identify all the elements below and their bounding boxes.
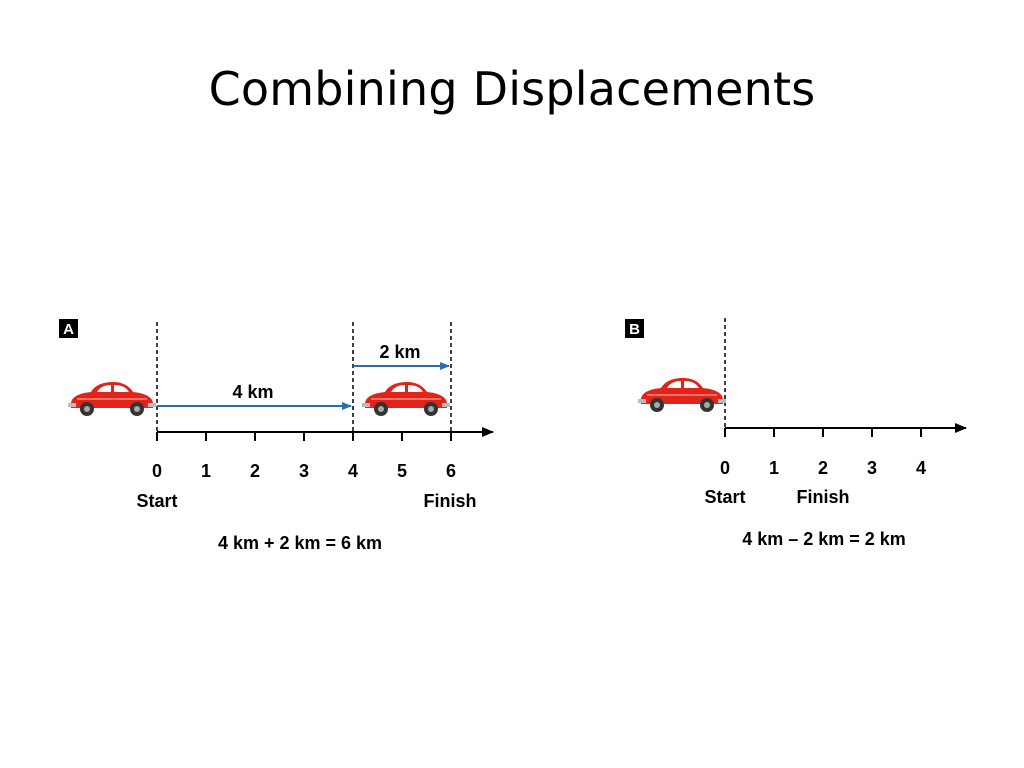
panel-a-tick-label: 0 [152,461,162,481]
panel-a-label-box [59,319,78,338]
panel-b-ticks [724,428,922,437]
panel-b-start-label: Start [704,487,745,507]
panel-b-tick-label: 4 [916,458,926,478]
panel-b-label: B [629,321,640,338]
panel-a-ticks [156,432,452,441]
panel-a-tick-label: 2 [250,461,260,481]
panel-b-tick-label: 3 [867,458,877,478]
panel-a-start-label: Start [136,491,177,511]
panel-b-finish-label: Finish [797,487,850,507]
panel-a-tick-label: 6 [446,461,456,481]
panel-a-tick-label: 5 [397,461,407,481]
car-icon [637,377,727,413]
slide-title: Combining Displacements [208,62,816,116]
panel-b-equation: 4 km – 2 km = 2 km [742,529,906,549]
panel-b-tick-label: 0 [720,458,730,478]
panel-a-arrow-first-label: 4 km [232,382,273,402]
panel-a-tick-label: 3 [299,461,309,481]
panel-a: A 0 1 2 3 4 5 6 Start Finish 4 km [59,319,494,553]
panel-b-label-box [625,319,644,338]
panel-a-equation: 4 km + 2 km = 6 km [218,533,382,553]
panel-a-finish-label: Finish [424,491,477,511]
panel-a-tick-label: 1 [201,461,211,481]
car-icon [67,381,157,417]
panel-b-tick-label: 2 [818,458,828,478]
panel-b-tick-label: 1 [769,458,779,478]
panel-a-arrow-second-label: 2 km [379,342,420,362]
panel-a-tick-label: 4 [348,461,358,481]
car-icon [361,381,451,417]
panel-a-label: A [63,321,74,338]
panel-b: B 0 1 2 3 4 Start Finish 4 km – 2 km = 2… [625,318,967,549]
